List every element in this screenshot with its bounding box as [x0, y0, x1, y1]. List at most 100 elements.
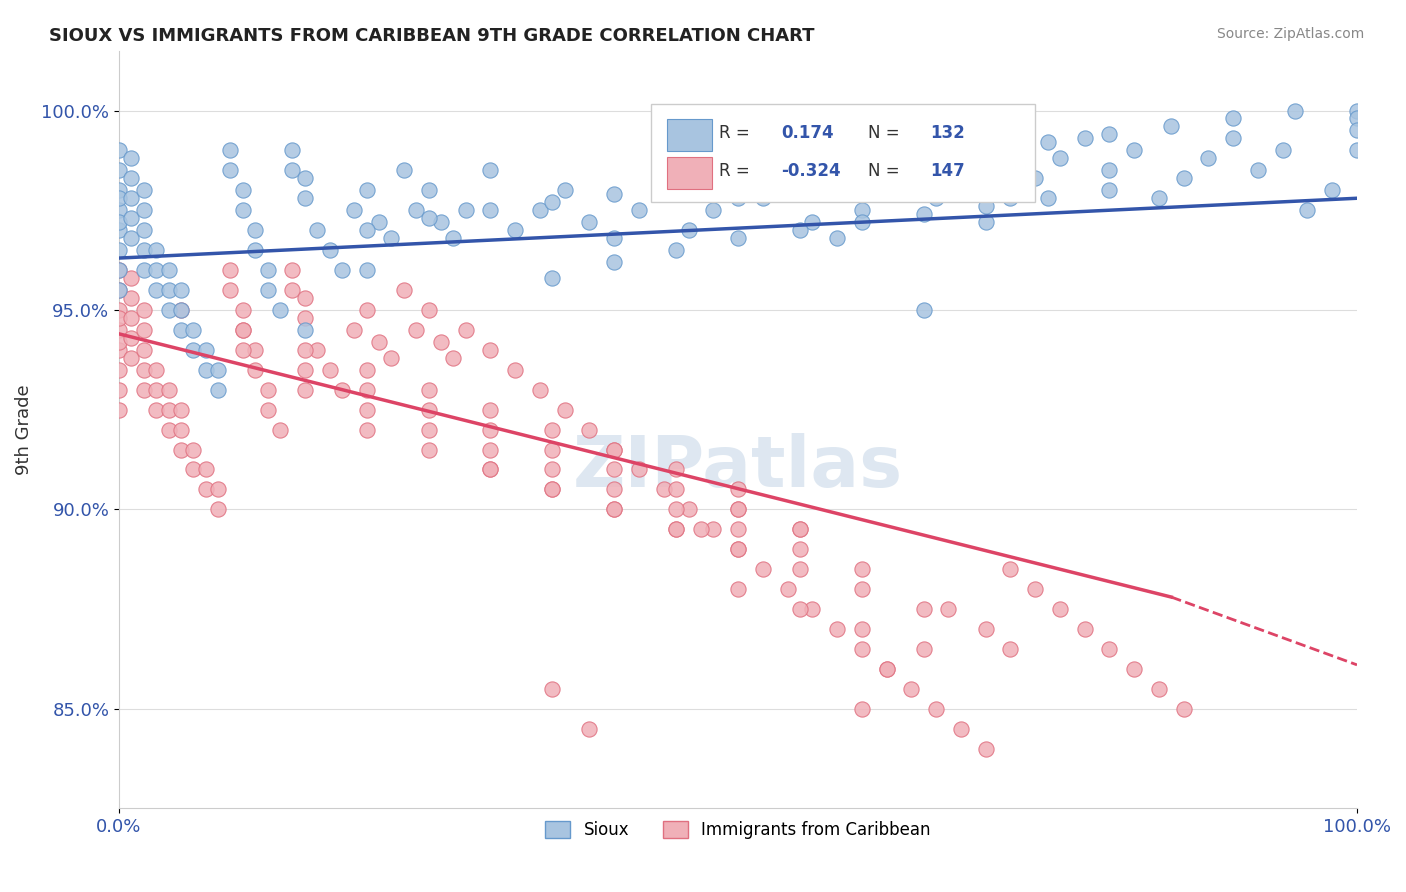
- Point: [380, 351, 402, 365]
- Point: [541, 442, 564, 457]
- Point: [1346, 112, 1368, 126]
- Point: [925, 702, 948, 716]
- Point: [120, 271, 142, 285]
- Point: [380, 231, 402, 245]
- Point: [170, 283, 193, 297]
- Point: [108, 402, 131, 417]
- Point: [232, 323, 254, 337]
- Point: [900, 681, 922, 696]
- Point: [727, 191, 749, 205]
- Text: N =: N =: [868, 162, 900, 180]
- Point: [245, 343, 267, 357]
- Point: [876, 163, 898, 178]
- Point: [912, 152, 935, 166]
- Point: [392, 283, 415, 297]
- Point: [219, 163, 242, 178]
- Point: [727, 483, 749, 497]
- FancyBboxPatch shape: [668, 157, 711, 188]
- Point: [851, 163, 873, 178]
- Point: [330, 383, 353, 397]
- Point: [318, 363, 340, 377]
- Point: [541, 271, 564, 285]
- Point: [294, 323, 316, 337]
- Point: [789, 562, 811, 576]
- Point: [974, 215, 997, 229]
- Point: [627, 203, 650, 218]
- Point: [1024, 171, 1046, 186]
- Point: [912, 641, 935, 656]
- Point: [851, 641, 873, 656]
- Point: [789, 175, 811, 189]
- Point: [1073, 131, 1095, 145]
- Point: [132, 302, 155, 317]
- Point: [1098, 641, 1121, 656]
- Point: [207, 363, 229, 377]
- Point: [801, 215, 824, 229]
- Point: [541, 483, 564, 497]
- Point: [479, 203, 502, 218]
- Point: [1346, 144, 1368, 158]
- Point: [1271, 144, 1294, 158]
- Point: [949, 163, 972, 178]
- Point: [1024, 582, 1046, 596]
- Point: [356, 302, 378, 317]
- Point: [232, 343, 254, 357]
- Point: [1346, 123, 1368, 137]
- Point: [529, 383, 551, 397]
- Point: [603, 442, 626, 457]
- Point: [925, 191, 948, 205]
- Point: [170, 302, 193, 317]
- Point: [418, 402, 440, 417]
- Point: [343, 323, 366, 337]
- Point: [281, 283, 304, 297]
- Point: [108, 323, 131, 337]
- Point: [108, 302, 131, 317]
- Point: [108, 215, 131, 229]
- Text: 132: 132: [929, 124, 965, 143]
- Point: [541, 195, 564, 210]
- Point: [603, 483, 626, 497]
- Point: [1000, 562, 1022, 576]
- Point: [170, 402, 193, 417]
- FancyBboxPatch shape: [668, 119, 711, 151]
- Point: [727, 542, 749, 557]
- Point: [269, 423, 291, 437]
- Point: [183, 462, 205, 476]
- Point: [294, 291, 316, 305]
- Point: [554, 402, 576, 417]
- Point: [108, 263, 131, 277]
- Point: [108, 283, 131, 297]
- Point: [789, 522, 811, 536]
- Point: [949, 722, 972, 736]
- Point: [108, 183, 131, 197]
- Point: [789, 602, 811, 616]
- Point: [1123, 144, 1146, 158]
- Point: [245, 363, 267, 377]
- Point: [974, 144, 997, 158]
- Point: [1346, 103, 1368, 118]
- Point: [665, 502, 688, 516]
- Text: R =: R =: [720, 162, 751, 180]
- Point: [789, 522, 811, 536]
- Point: [454, 203, 477, 218]
- Point: [776, 582, 799, 596]
- Point: [1147, 191, 1170, 205]
- Point: [194, 462, 217, 476]
- Point: [269, 302, 291, 317]
- Point: [727, 522, 749, 536]
- Point: [1098, 183, 1121, 197]
- Point: [232, 323, 254, 337]
- Point: [245, 243, 267, 257]
- Point: [851, 203, 873, 218]
- Legend: Sioux, Immigrants from Caribbean: Sioux, Immigrants from Caribbean: [538, 814, 938, 846]
- Point: [678, 223, 700, 237]
- Point: [789, 223, 811, 237]
- Point: [145, 383, 167, 397]
- Point: [1147, 681, 1170, 696]
- Point: [183, 442, 205, 457]
- Point: [343, 203, 366, 218]
- Text: ZIPatlas: ZIPatlas: [574, 433, 903, 502]
- Point: [194, 343, 217, 357]
- Point: [727, 502, 749, 516]
- Point: [120, 191, 142, 205]
